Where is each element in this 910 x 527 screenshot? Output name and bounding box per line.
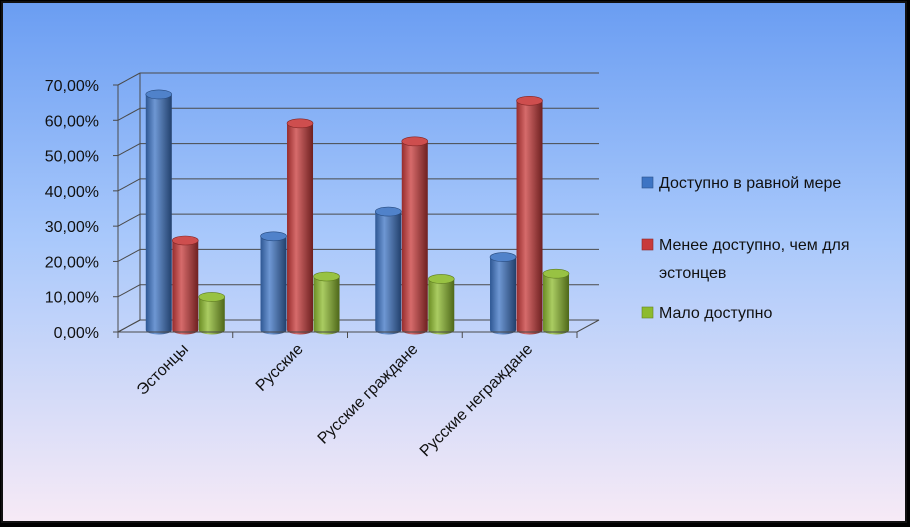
y-axis: 0,00% 10,00% 20,00% 30,00% 40,00% 50,00% 60,00…	[45, 78, 118, 342]
bar	[374, 206, 402, 335]
bar-top	[401, 136, 429, 147]
bar-body	[172, 240, 199, 335]
legend-item: Менее доступно, чем для эстонцев	[641, 237, 850, 282]
legend-label: Мало доступно	[659, 305, 773, 322]
bar	[542, 268, 570, 335]
bar-body	[375, 211, 402, 335]
legend-item: Доступно в равной мере	[641, 175, 841, 192]
bar-top	[374, 206, 402, 217]
gridline-diagonal	[117, 248, 141, 262]
y-tick-label: 0,00%	[54, 325, 99, 342]
bar-top	[542, 268, 570, 279]
y-tick-label: 70,00%	[45, 78, 99, 95]
gridline-diagonal	[117, 143, 141, 157]
bar	[198, 292, 226, 335]
bar-top	[198, 292, 226, 302]
bar	[286, 118, 314, 335]
y-tick-label: 20,00%	[45, 254, 99, 271]
gridline-diagonal	[117, 178, 141, 192]
bar-body	[543, 273, 570, 335]
bar-body	[287, 123, 314, 335]
bar	[489, 252, 517, 335]
bar-body	[516, 100, 543, 335]
bar	[171, 235, 199, 335]
bar-body	[198, 296, 225, 335]
bar-top	[171, 235, 199, 246]
bar-body	[145, 94, 172, 335]
legend-item: Мало доступно	[641, 305, 773, 322]
y-tick-label: 60,00%	[45, 113, 99, 130]
y-tick-label: 50,00%	[45, 149, 99, 166]
bar-body	[401, 141, 428, 335]
bar-top	[489, 252, 517, 262]
bar-body	[490, 257, 517, 335]
bar	[401, 136, 429, 335]
bar-top	[145, 89, 173, 100]
bar-body	[260, 236, 287, 335]
bar-top	[516, 95, 543, 106]
bar-top	[286, 118, 314, 129]
bar-top	[313, 271, 340, 282]
y-tick-label: 40,00%	[45, 184, 99, 201]
legend-swatch	[641, 238, 654, 251]
legend: Доступно в равной мере Менее доступно, че…	[641, 175, 850, 322]
bars	[145, 89, 570, 335]
bar	[427, 274, 455, 335]
y-tick-label: 30,00%	[45, 219, 99, 236]
bar-body	[313, 276, 340, 335]
gridline-diagonal	[117, 72, 141, 86]
bar-body	[428, 278, 455, 335]
bar-top	[260, 231, 287, 242]
legend-label: Доступно в равной мере	[659, 175, 841, 192]
legend-swatch	[641, 306, 654, 319]
bar-top	[427, 274, 455, 284]
y-tick-label: 10,00%	[45, 290, 99, 307]
gridline-diagonal	[117, 213, 141, 227]
bar	[145, 89, 173, 335]
legend-label: Менее доступно, чем для эстонцев	[659, 237, 850, 282]
bar	[260, 231, 287, 335]
gridline-diagonal	[117, 284, 141, 298]
gridline-diagonal	[117, 107, 141, 121]
legend-swatch	[641, 176, 654, 189]
gridline-diagonal	[117, 319, 141, 333]
bar	[313, 271, 340, 335]
bar	[516, 95, 543, 335]
